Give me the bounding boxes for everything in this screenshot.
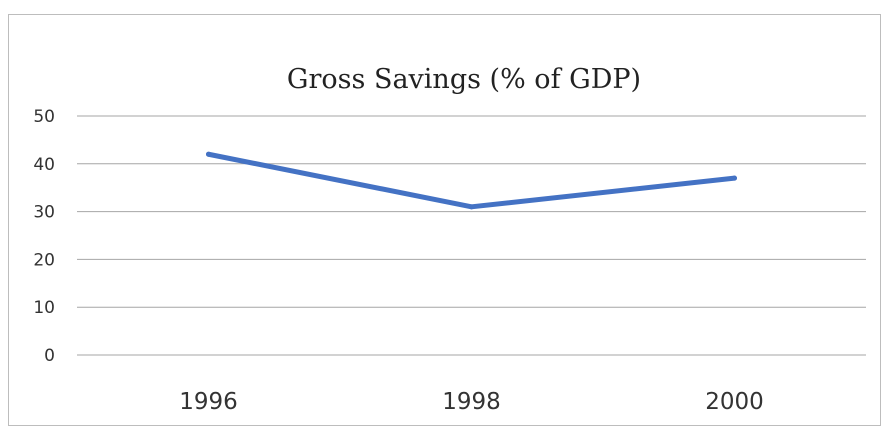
chart-frame: Gross Savings (% of GDP) 0 10 20 30 40 50 199… <box>8 14 881 426</box>
x-tick-label: 1996 <box>179 389 238 415</box>
data-point <box>469 204 474 210</box>
y-tick-label: 50 <box>33 107 55 127</box>
y-tick-label: 10 <box>33 298 55 318</box>
x-tick-labels: 1996 1998 2000 <box>179 389 764 415</box>
chart-title: Gross Savings (% of GDP) <box>287 64 641 95</box>
y-tick-label: 30 <box>33 203 55 223</box>
data-point <box>732 175 737 181</box>
series-line <box>206 151 737 210</box>
y-tick-label: 40 <box>33 155 55 175</box>
x-tick-label: 1998 <box>442 389 501 415</box>
y-tick-label: 20 <box>33 250 55 270</box>
y-tick-labels: 0 10 20 30 40 50 <box>33 107 55 366</box>
gridlines <box>77 115 866 308</box>
y-tick-label: 0 <box>44 346 55 366</box>
series-layer <box>206 151 737 210</box>
x-tick-label: 2000 <box>705 389 764 415</box>
data-point <box>206 151 211 157</box>
line-chart: Gross Savings (% of GDP) 0 10 20 30 40 50 199… <box>33 64 866 415</box>
